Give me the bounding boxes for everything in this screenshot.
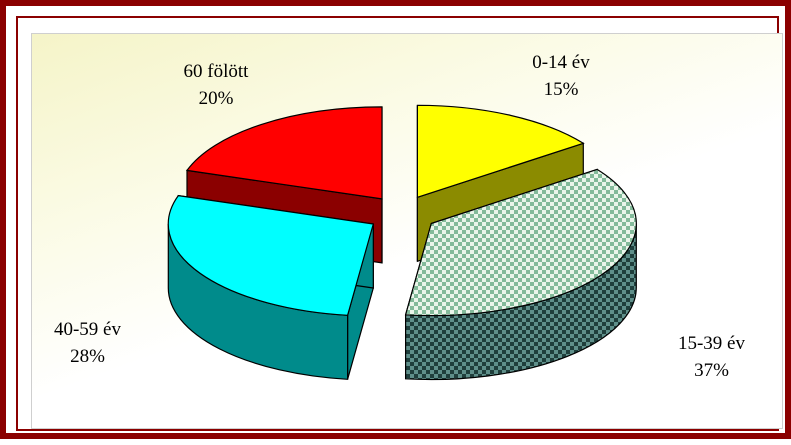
slice-label-60: 60 fölött 20% [156, 58, 276, 112]
category-label: 60 fölött [183, 61, 249, 82]
pie-slices [167, 104, 637, 381]
slice-label-0-14: 0-14 év 15% [506, 49, 616, 103]
percent-label: 20% [198, 88, 234, 109]
slice-label-15-39: 15-39 év 37% [654, 330, 769, 384]
pie-slice-top [416, 104, 585, 199]
pie-slice-top [404, 168, 637, 317]
percent-label: 15% [543, 79, 579, 100]
category-label: 0-14 év [532, 52, 590, 73]
pie-slice [167, 194, 375, 380]
percent-label: 37% [694, 360, 729, 381]
pie-chart [167, 104, 637, 381]
percent-label: 28% [70, 346, 105, 367]
pie-slice [404, 168, 637, 381]
category-label: 40-59 év [53, 319, 121, 340]
slice-label-40-59: 40-59 év 28% [30, 316, 145, 370]
pie-slice-top [167, 194, 375, 316]
category-label: 15-39 év [677, 333, 745, 354]
pie-slice-top [185, 106, 383, 200]
